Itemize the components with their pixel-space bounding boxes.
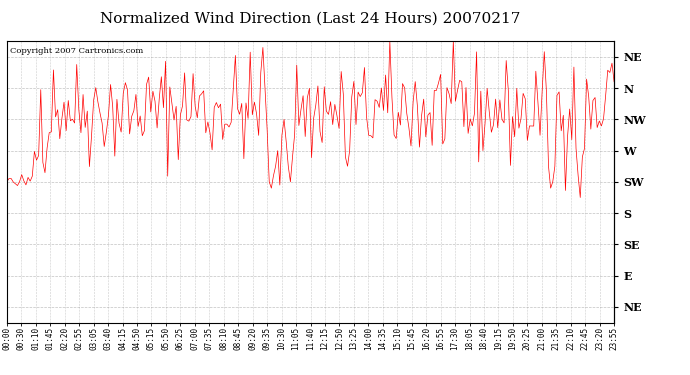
Text: Normalized Wind Direction (Last 24 Hours) 20070217: Normalized Wind Direction (Last 24 Hours… [100,11,521,25]
Text: Copyright 2007 Cartronics.com: Copyright 2007 Cartronics.com [10,47,144,55]
